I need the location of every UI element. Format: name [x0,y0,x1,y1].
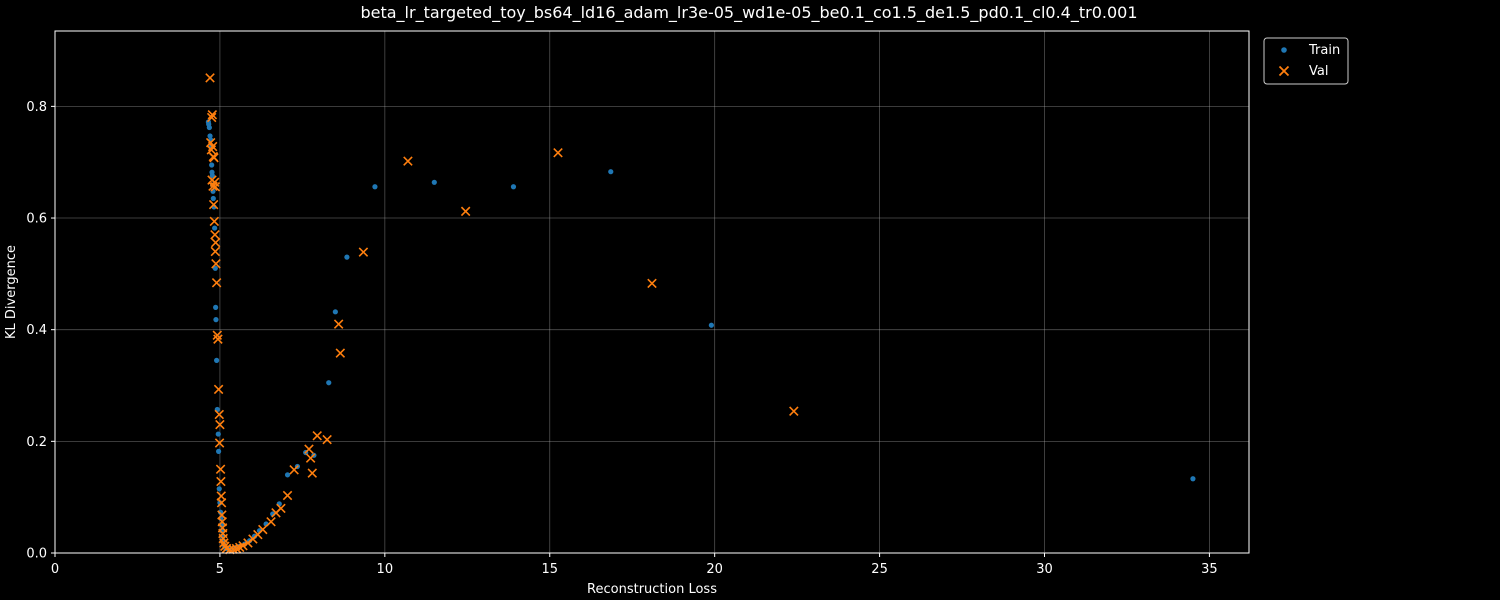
val-point [211,259,221,269]
val-point [206,145,217,155]
val-point [210,246,221,257]
val-point [258,524,268,535]
train-point [608,169,614,175]
train-point [210,195,216,202]
train-point [213,304,219,310]
legend-val-marker [1278,65,1290,77]
val-point [215,419,225,430]
val-point [322,434,332,445]
chart-title: beta_lr_targeted_toy_bs64_ld16_adam_lr3e… [360,3,1137,23]
train-point [708,322,714,328]
legend-train-marker [1281,47,1287,53]
train-point [332,309,338,315]
train-point [326,380,332,386]
plot-area [205,73,1196,555]
x-axis-label: Reconstruction Loss [587,582,717,597]
x-tick-label: 0 [51,562,59,577]
legend: Train Val [1263,37,1349,85]
train-point [215,448,222,454]
val-point [206,112,217,123]
val-point [647,278,657,289]
val-point [214,409,225,420]
val-point [358,247,369,257]
val-point [312,430,322,441]
y-axis: 0.0 0.2 0.4 0.6 0.8 [26,100,55,562]
val-point [209,152,219,163]
val-point [208,181,218,191]
train-point [372,184,378,190]
x-tick-label: 30 [1036,562,1053,577]
train-point [213,317,219,323]
val-point [305,453,316,463]
val-point [304,444,314,454]
val-point [231,543,242,554]
val-point [213,334,223,344]
val-point [289,465,299,475]
val-point [215,464,226,475]
val-point [789,406,799,416]
train-point [212,265,218,271]
val-point [210,237,221,248]
x-tick-label: 15 [541,562,558,577]
val-point [211,278,222,288]
axes-frame [54,30,1250,554]
x-axis: 0 5 10 15 20 25 30 35 [51,553,1218,577]
val-point [238,540,248,551]
x-tick-label: 10 [377,562,394,577]
x-tick-label: 5 [216,562,224,577]
val-point [208,199,219,210]
x-tick-label: 20 [706,562,723,577]
val-point [276,503,286,514]
val-point [209,216,220,227]
y-tick-label: 0.8 [26,100,47,115]
train-point [206,124,212,131]
val-point [205,73,215,83]
legend-train-label: Train [1308,43,1340,58]
y-tick-label: 0.6 [26,212,47,227]
train-point [216,486,222,492]
val-point [460,206,471,217]
val-point [213,384,224,395]
train-point [212,225,218,231]
val-point [282,490,293,501]
train-point [284,472,291,478]
val-point [266,516,276,527]
val-point [207,109,218,120]
val-point [216,497,227,508]
train-point [215,431,221,437]
train-point [209,172,215,179]
val-series [205,73,799,555]
train-point [207,133,213,139]
x-tick-label: 35 [1201,562,1218,577]
y-tick-label: 0.4 [26,323,47,338]
legend-val-label: Val [1309,64,1328,79]
y-tick-label: 0.0 [26,547,47,562]
train-point [1190,476,1196,482]
x-tick-label: 25 [871,562,888,577]
val-point [553,147,563,158]
val-point [333,319,344,329]
val-point [210,181,221,192]
train-point [209,162,215,168]
val-point [335,348,346,358]
train-point [344,254,350,260]
val-point [307,468,318,478]
val-point [403,156,413,166]
y-axis-label: KL Divergence [4,245,19,339]
train-point [510,184,517,190]
val-point [210,230,220,240]
val-point [214,438,225,448]
val-point [216,476,226,487]
y-tick-label: 0.2 [26,435,47,450]
train-point [431,179,437,185]
train-point [214,357,220,363]
